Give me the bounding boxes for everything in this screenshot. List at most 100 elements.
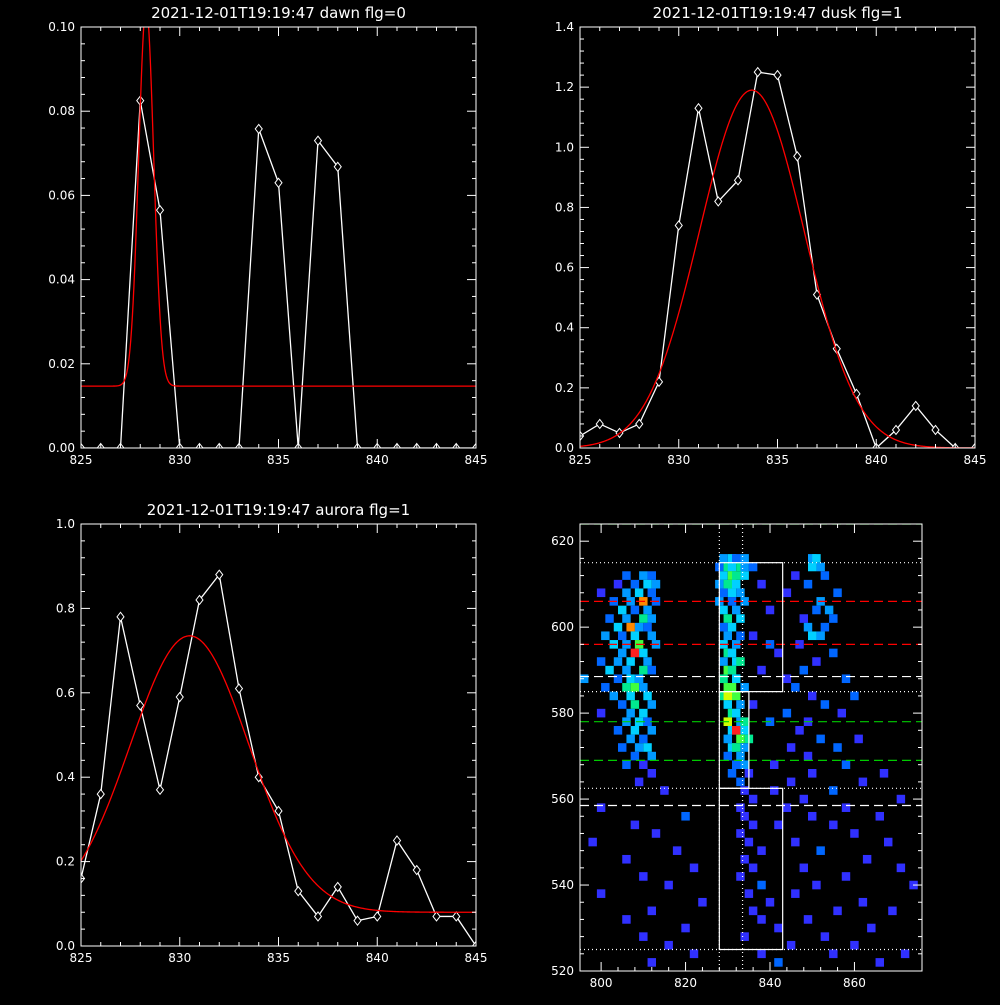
heatmap-cell	[643, 717, 652, 727]
panel-dusk: 825 830 835 840 845 0.0 0.2 0.4 0.6 0.8 1.0 1.2 1.4 2…	[555, 4, 987, 467]
data-point	[753, 66, 762, 78]
data-point	[674, 220, 683, 231]
y-tick-label: 520	[551, 964, 574, 978]
data-point	[891, 424, 901, 436]
heatmap-cell	[740, 786, 749, 795]
heatmap-cell	[639, 708, 648, 718]
heatmap-cell	[740, 811, 749, 821]
heatmap-cell	[765, 605, 775, 615]
heatmap-cell	[613, 657, 623, 666]
y-tick-label: 0.08	[48, 104, 75, 118]
heatmap-cell	[744, 837, 754, 847]
y-tick-label: 0.04	[48, 273, 75, 287]
heatmap-cell	[812, 605, 821, 615]
heatmap-cell	[850, 940, 859, 950]
region-box	[718, 562, 784, 693]
heatmap-cell	[820, 932, 830, 941]
data-point	[96, 788, 105, 800]
heatmap-cell	[879, 768, 889, 778]
heatmap-cell	[888, 906, 897, 916]
heatmap-cell	[782, 708, 792, 718]
heatmap-cell	[723, 614, 732, 623]
x-tick-label: 860	[843, 976, 866, 990]
heatmap-cell	[719, 657, 728, 666]
y-tick-label: 540	[551, 878, 574, 892]
heatmap-cell	[727, 665, 737, 675]
heatmap-cell	[803, 915, 813, 924]
heatmap-cell	[618, 743, 627, 752]
x-tick-label: 825	[70, 951, 93, 965]
data-point	[254, 123, 263, 135]
x-tick-label: 845	[465, 453, 488, 467]
heatmap-cell	[681, 811, 690, 821]
heatmap-cell	[634, 777, 644, 787]
heatmap-cell	[782, 674, 792, 684]
heatmap-cell	[732, 571, 741, 580]
x-tick-label: 835	[267, 951, 290, 965]
heatmap-cell	[875, 811, 884, 821]
heatmap-cell	[740, 743, 749, 752]
heatmap-cell	[626, 674, 635, 684]
data-point	[471, 940, 476, 946]
heatmap-cell	[723, 734, 732, 744]
heatmap-cell	[639, 614, 648, 623]
series-fit-curve	[81, 27, 476, 387]
heatmap-cell	[660, 786, 669, 795]
heatmap-cell	[626, 708, 635, 718]
heatmap-cell	[643, 691, 652, 701]
heatmap-cell	[639, 648, 648, 658]
heatmap-cell	[630, 631, 640, 641]
data-point	[81, 442, 86, 448]
heatmap-cell	[748, 562, 758, 572]
heatmap-cell	[757, 846, 766, 855]
heatmap-cell	[727, 597, 737, 606]
heatmap-cell	[732, 605, 741, 615]
y-tick-label: 0.06	[48, 188, 75, 202]
heatmap-cell	[605, 665, 614, 675]
panel-heatmap: 800 820 840 860 520 540 560 580 600 620	[551, 523, 923, 990]
heatmap-cell	[744, 889, 754, 898]
y-tick-label: 0.10	[48, 20, 75, 34]
heatmap-cell	[732, 708, 741, 718]
heatmap-cell	[647, 751, 656, 761]
heatmap-cell	[782, 588, 792, 598]
plot-area	[81, 569, 476, 946]
y-tick-label: 0.2	[56, 855, 75, 869]
heatmap-cell	[829, 949, 838, 959]
heatmap-cell	[736, 700, 745, 709]
data-point	[452, 911, 461, 922]
heatmap-cell	[634, 674, 644, 684]
heatmap-cell	[736, 588, 745, 598]
heatmap-cell	[626, 657, 635, 666]
heatmap-cell	[896, 794, 906, 804]
heatmap-cell	[740, 683, 749, 692]
heatmap-cell	[643, 657, 652, 666]
heatmap-cell	[626, 622, 635, 632]
heatmap-cell	[799, 614, 808, 623]
heatmap-cell	[622, 683, 631, 692]
heatmap-cell	[850, 691, 859, 701]
x-tick-label: 825	[70, 453, 93, 467]
heatmap-cell	[613, 674, 623, 684]
heatmap-cell	[719, 622, 728, 632]
heatmap-cell	[613, 726, 623, 735]
heatmap-cell	[854, 734, 863, 744]
heatmap-cell	[841, 872, 851, 881]
heatmap-cell	[630, 700, 640, 709]
heatmap-cell	[609, 691, 618, 701]
x-tick-label: 830	[667, 453, 690, 467]
panel-aurora: 825 830 835 840 845 0.0 0.2 0.4 0.6 0.8 1.0 2021-12…	[56, 501, 488, 965]
heatmap-cell	[748, 820, 758, 830]
heatmap-cell	[634, 622, 644, 632]
heatmap-cell	[596, 708, 606, 718]
data-point	[714, 196, 723, 207]
heatmap-cell	[765, 897, 775, 907]
heatmap-cell	[643, 605, 652, 615]
heatmap-cell	[799, 665, 808, 675]
heatmap-cell	[643, 622, 652, 632]
heatmap-cell	[647, 614, 656, 623]
heatmap-cell	[698, 897, 707, 907]
heatmap-cell	[647, 906, 656, 916]
